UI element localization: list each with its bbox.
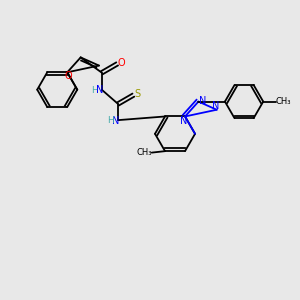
Text: CH₃: CH₃ xyxy=(275,97,291,106)
Text: H: H xyxy=(107,116,114,125)
Text: CH₃: CH₃ xyxy=(137,148,152,157)
Text: H: H xyxy=(91,86,98,95)
Text: N: N xyxy=(96,85,103,95)
Text: N: N xyxy=(181,116,188,126)
Text: N: N xyxy=(212,100,220,111)
Text: O: O xyxy=(118,58,125,68)
Text: N: N xyxy=(200,96,207,106)
Text: N: N xyxy=(112,116,119,126)
Text: S: S xyxy=(134,89,140,99)
Text: O: O xyxy=(64,71,72,81)
